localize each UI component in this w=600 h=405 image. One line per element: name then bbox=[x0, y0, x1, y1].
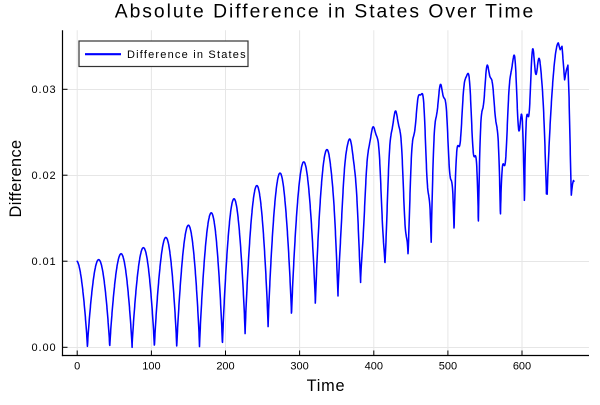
svg-text:Absolute Difference in States: Absolute Difference in States Over Time bbox=[115, 2, 536, 23]
svg-text:500: 500 bbox=[439, 361, 457, 373]
svg-text:0: 0 bbox=[74, 361, 80, 373]
svg-text:0.02: 0.02 bbox=[31, 170, 56, 182]
svg-text:Difference: Difference bbox=[7, 140, 25, 218]
svg-text:300: 300 bbox=[290, 361, 308, 373]
svg-text:Time: Time bbox=[307, 377, 346, 395]
svg-text:200: 200 bbox=[216, 361, 234, 373]
svg-text:600: 600 bbox=[513, 361, 531, 373]
svg-text:0.03: 0.03 bbox=[31, 84, 56, 96]
svg-text:0.01: 0.01 bbox=[31, 256, 56, 268]
svg-text:100: 100 bbox=[142, 361, 160, 373]
svg-text:400: 400 bbox=[365, 361, 383, 373]
svg-text:Difference in States: Difference in States bbox=[127, 49, 247, 61]
svg-text:0.00: 0.00 bbox=[31, 342, 56, 354]
